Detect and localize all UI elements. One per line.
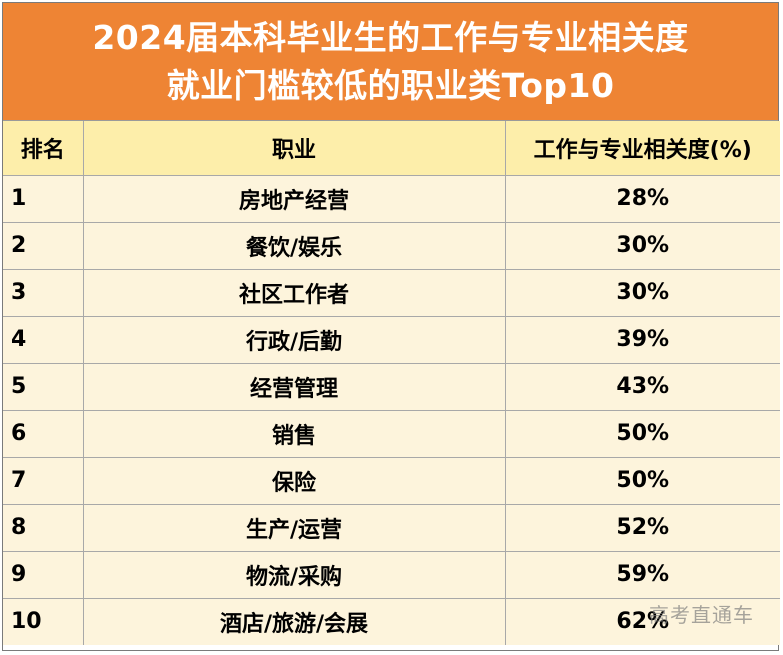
job-cell: 酒店/旅游/会展	[82, 597, 506, 645]
table-row: 2 餐饮/娱乐 30%	[3, 221, 780, 270]
relevance-cell: 50%	[504, 456, 780, 505]
rank-cell: 6	[3, 409, 84, 458]
table-row: 1 房地产经营 28%	[3, 174, 780, 223]
relevance-cell: 28%	[504, 174, 780, 223]
rank-cell: 8	[3, 503, 84, 552]
table-row: 8 生产/运营 52%	[3, 503, 780, 552]
header-rank: 排名	[3, 121, 84, 176]
table-row: 4 行政/后勤 39%	[3, 315, 780, 364]
table-row: 9 物流/采购 59%	[3, 550, 780, 599]
relevance-cell: 62%	[504, 597, 780, 645]
rank-cell: 1	[3, 174, 84, 223]
job-cell: 保险	[82, 456, 506, 505]
job-cell: 销售	[82, 409, 506, 458]
table-row: 5 经营管理 43%	[3, 362, 780, 411]
job-cell: 房地产经营	[82, 174, 506, 223]
job-cell: 餐饮/娱乐	[82, 221, 506, 270]
relevance-cell: 52%	[504, 503, 780, 552]
header-relevance: 工作与专业相关度(%)	[504, 121, 780, 176]
page-title: 2024届本科毕业生的工作与专业相关度	[92, 18, 689, 57]
table-row: 3 社区工作者 30%	[3, 268, 780, 317]
header-job: 职业	[82, 121, 506, 176]
table-row: 7 保险 50%	[3, 456, 780, 505]
title-banner: 2024届本科毕业生的工作与专业相关度 就业门槛较低的职业类Top10	[3, 3, 778, 121]
relevance-cell: 43%	[504, 362, 780, 411]
job-cell: 经营管理	[82, 362, 506, 411]
job-cell: 生产/运营	[82, 503, 506, 552]
relevance-cell: 30%	[504, 221, 780, 270]
table-row: 6 销售 50%	[3, 409, 780, 458]
job-cell: 行政/后勤	[82, 315, 506, 364]
rank-cell: 4	[3, 315, 84, 364]
job-cell: 物流/采购	[82, 550, 506, 599]
relevance-cell: 50%	[504, 409, 780, 458]
rank-cell: 5	[3, 362, 84, 411]
ranking-table: 排名 职业 工作与专业相关度(%) 1 房地产经营 28% 2 餐饮/娱乐 30…	[3, 121, 780, 645]
relevance-cell: 39%	[504, 315, 780, 364]
relevance-cell: 59%	[504, 550, 780, 599]
page-subtitle: 就业门槛较低的职业类Top10	[166, 66, 615, 105]
rank-cell: 9	[3, 550, 84, 599]
rank-cell: 3	[3, 268, 84, 317]
relevance-cell: 30%	[504, 268, 780, 317]
table-header-row: 排名 职业 工作与专业相关度(%)	[3, 121, 780, 176]
table-row: 10 酒店/旅游/会展 62%	[3, 597, 780, 645]
rank-cell: 2	[3, 221, 84, 270]
rank-cell: 7	[3, 456, 84, 505]
rank-cell: 10	[3, 597, 84, 645]
job-cell: 社区工作者	[82, 268, 506, 317]
